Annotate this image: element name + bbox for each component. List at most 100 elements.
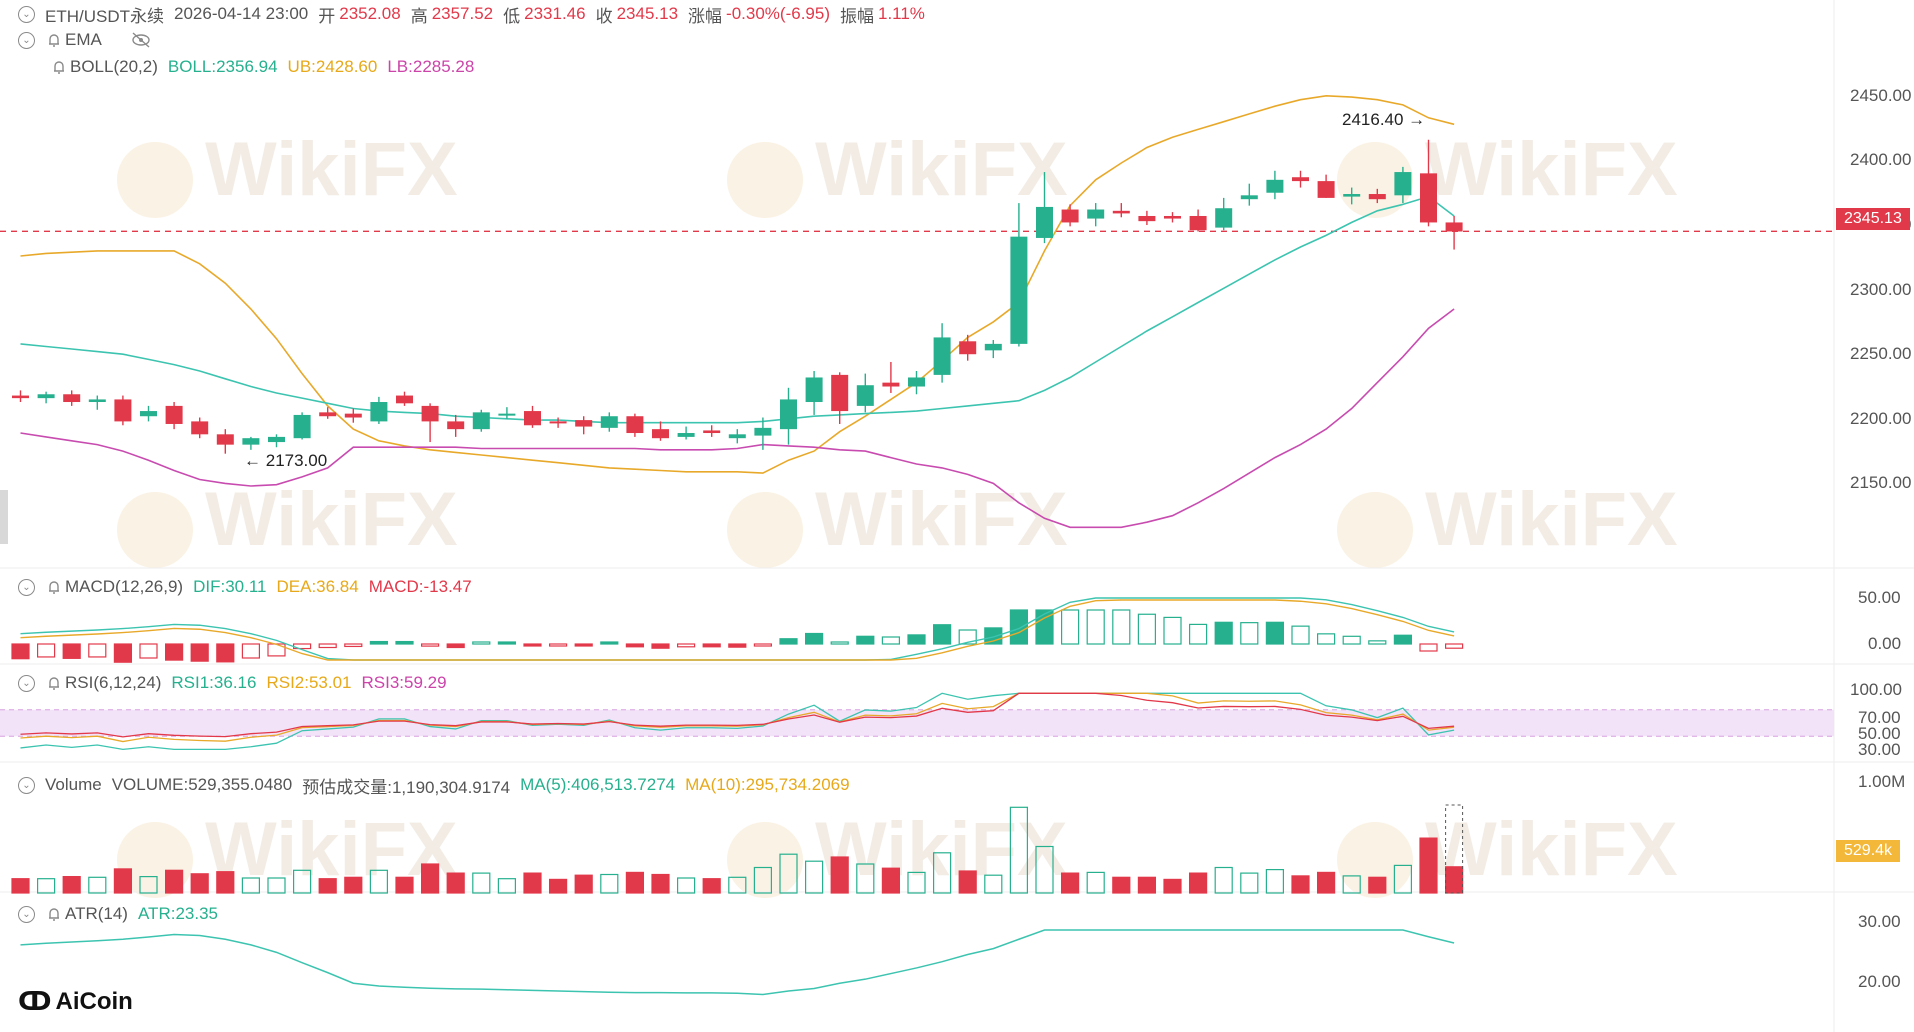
close-value: 2345.13 xyxy=(616,4,679,23)
collapse-icon[interactable]: ⌄ xyxy=(18,776,35,794)
volume-bar xyxy=(753,866,773,894)
volume-name[interactable]: Volume xyxy=(45,775,102,794)
macd-bar xyxy=(1316,633,1336,645)
bell-icon[interactable] xyxy=(50,58,68,76)
estimated-volume-bar xyxy=(1445,804,1464,894)
volume-bar xyxy=(1086,871,1105,894)
volume-bar xyxy=(958,870,977,894)
macd-dif-line xyxy=(20,597,1455,661)
macd-bar xyxy=(1112,609,1131,645)
volume-bar xyxy=(804,860,824,894)
volume-bar xyxy=(11,878,30,894)
volume-bar xyxy=(523,872,542,894)
volume-bar xyxy=(446,872,465,894)
bell-icon[interactable] xyxy=(45,674,63,692)
candle-down xyxy=(216,434,234,445)
macd-bar xyxy=(1035,609,1054,645)
macd-bar xyxy=(702,643,721,648)
collapse-icon[interactable]: ⌄ xyxy=(18,905,35,923)
atr-name[interactable]: ATR(14) xyxy=(65,904,128,923)
candle-up xyxy=(1343,194,1361,197)
macd-bar xyxy=(318,643,337,649)
volume-bar xyxy=(728,876,747,894)
ema-label[interactable]: EMA xyxy=(65,30,102,49)
candle-up xyxy=(1036,206,1053,238)
aicoin-logo: ↀ AiCoin xyxy=(18,986,133,1016)
volume-bar xyxy=(190,873,209,894)
bell-icon[interactable] xyxy=(45,578,63,596)
low-value: 2331.46 xyxy=(524,4,586,23)
volume-bar xyxy=(830,856,849,894)
collapse-icon[interactable]: ⌄ xyxy=(18,31,35,49)
collapse-icon[interactable]: ⌄ xyxy=(18,674,35,692)
collapse-icon[interactable]: ⌄ xyxy=(18,5,35,23)
side-handle[interactable] xyxy=(0,490,8,544)
candle-up xyxy=(88,399,106,403)
rsi1-value: RSI1:36.16 xyxy=(171,673,257,692)
candle-down xyxy=(882,382,900,387)
boll-upper-line xyxy=(20,94,1455,474)
volume-bar xyxy=(421,863,440,894)
macd-bar xyxy=(1009,609,1029,645)
candle-up xyxy=(908,377,925,387)
open-value: 2352.08 xyxy=(339,4,401,23)
candle-down xyxy=(447,421,465,430)
rsi-name[interactable]: RSI(6,12,24) xyxy=(65,673,162,692)
volume-bar xyxy=(1060,872,1080,894)
volume-bar xyxy=(62,875,81,894)
high-label: 高 xyxy=(410,6,428,26)
macd-tick: 0.00 xyxy=(1868,634,1902,653)
volume-bar xyxy=(369,869,388,894)
volume-bar xyxy=(1368,876,1387,894)
watermark-logo xyxy=(727,142,803,218)
volume-bar xyxy=(1265,868,1285,894)
candle-up xyxy=(37,394,55,399)
volume-bar xyxy=(625,871,645,894)
boll-lower-line xyxy=(20,308,1455,529)
volume-bar xyxy=(497,878,516,894)
volume-bar xyxy=(1444,866,1464,894)
candle-down xyxy=(831,374,849,412)
rsi3-line xyxy=(20,692,1455,738)
price-tag: 2345.13 xyxy=(1836,208,1910,230)
candle-up xyxy=(1215,208,1233,228)
volume-bar xyxy=(1214,866,1233,894)
rsi3-value: RSI3:59.29 xyxy=(361,673,447,692)
macd-bar xyxy=(1214,621,1233,645)
macd-bar xyxy=(676,643,696,648)
macd-bar xyxy=(165,643,184,661)
vol-tick: 1.00M xyxy=(1858,772,1906,791)
boll-name[interactable]: BOLL(20,2) xyxy=(70,57,158,76)
watermark-text: WikiFX xyxy=(1425,807,1678,892)
volume-bar xyxy=(1342,875,1361,894)
rsi1-line xyxy=(20,692,1455,751)
change-value: -0.30%(-6.95) xyxy=(726,4,830,23)
bell-icon[interactable] xyxy=(45,905,63,923)
rsi-tick: 50.00 xyxy=(1858,724,1901,743)
collapse-icon[interactable]: ⌄ xyxy=(18,578,35,596)
symbol-name[interactable]: ETH/USDT永续 xyxy=(45,6,164,26)
macd-dea: DEA:36.84 xyxy=(276,577,359,596)
candle-down xyxy=(1164,215,1181,219)
rsi-tick: 100.00 xyxy=(1850,680,1902,699)
eye-hidden-icon[interactable] xyxy=(130,31,152,49)
macd-header: ⌄ MACD(12,26,9) DIF:30.11 DEA:36.84 MACD… xyxy=(18,575,482,599)
volume-bar xyxy=(856,863,875,894)
atr-value: ATR:23.35 xyxy=(137,904,218,923)
low-annotation: ← 2173.00 xyxy=(244,451,328,470)
macd-name[interactable]: MACD(12,26,9) xyxy=(65,577,184,596)
price-tick: 2150.00 xyxy=(1850,473,1912,493)
macd-bar xyxy=(856,635,875,645)
candle-down xyxy=(114,399,132,422)
macd-bar xyxy=(216,643,235,663)
bell-icon[interactable] xyxy=(45,31,63,49)
macd-bar xyxy=(1163,616,1182,645)
macd-bar xyxy=(574,643,593,647)
boll-ub: UB:2428.60 xyxy=(287,57,378,76)
watermark-text: WikiFX xyxy=(815,807,1068,892)
watermark-logo xyxy=(117,142,193,218)
candle-down xyxy=(12,395,29,399)
candle-up xyxy=(856,385,874,406)
macd-bar xyxy=(1060,609,1080,645)
